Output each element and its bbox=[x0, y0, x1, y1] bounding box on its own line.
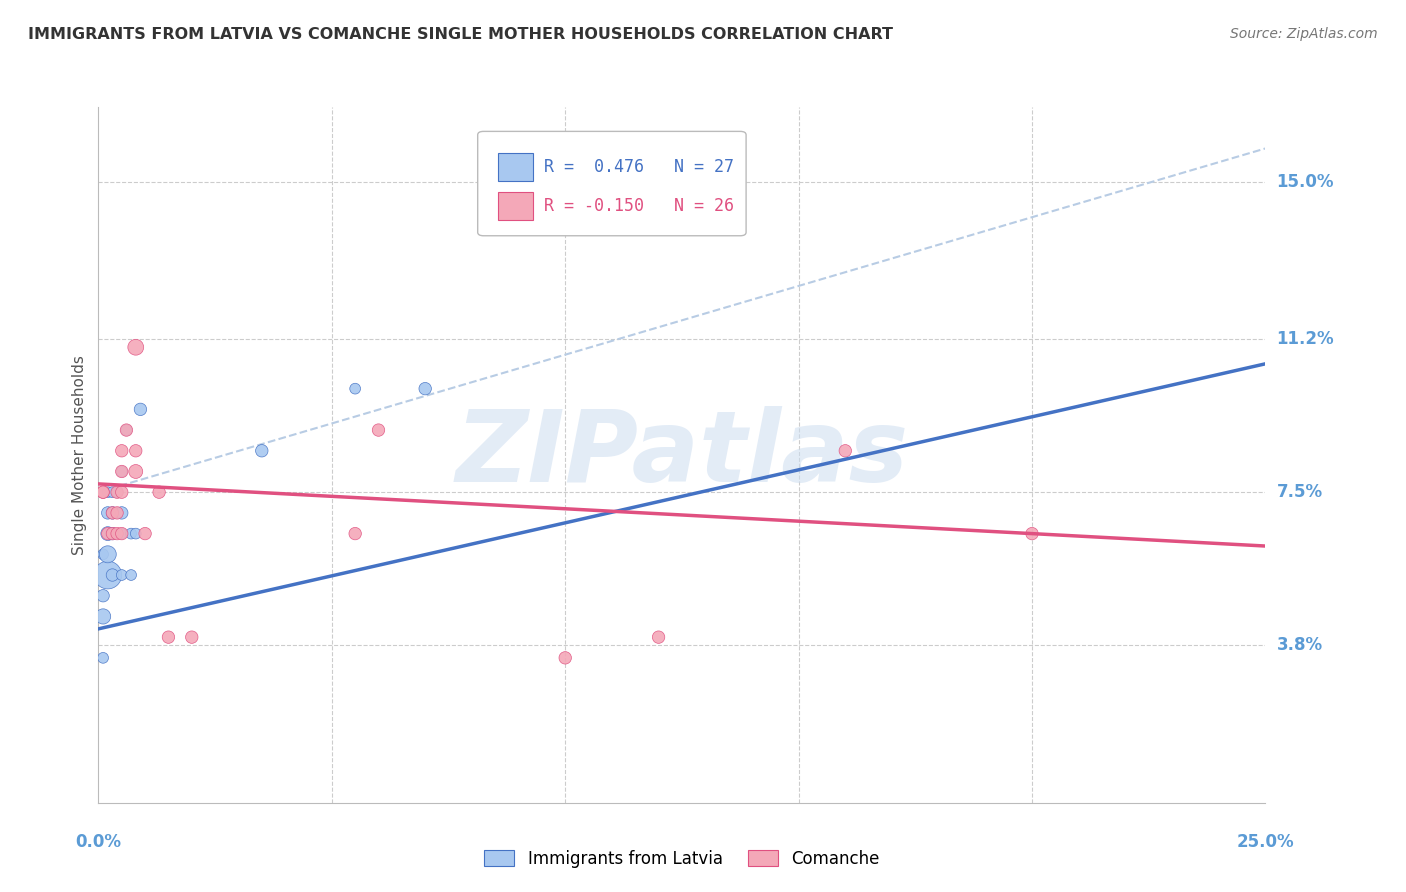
Point bbox=[91, 485, 114, 500]
Point bbox=[105, 506, 128, 520]
Point bbox=[111, 506, 134, 520]
Point bbox=[101, 506, 124, 520]
Point bbox=[91, 589, 114, 603]
Point bbox=[111, 443, 134, 458]
Point bbox=[91, 547, 114, 561]
Point bbox=[134, 526, 156, 541]
Point bbox=[115, 423, 138, 437]
Point bbox=[125, 526, 148, 541]
Point bbox=[101, 568, 124, 582]
Point bbox=[111, 465, 134, 479]
Point bbox=[250, 443, 273, 458]
Point bbox=[111, 526, 134, 541]
Point bbox=[125, 443, 148, 458]
Point bbox=[647, 630, 669, 644]
Point bbox=[120, 526, 142, 541]
Point bbox=[111, 568, 134, 582]
Point bbox=[120, 568, 142, 582]
Point bbox=[101, 506, 124, 520]
Point bbox=[111, 485, 134, 500]
Point bbox=[344, 382, 367, 396]
Point bbox=[97, 547, 120, 561]
Point bbox=[367, 423, 389, 437]
Text: R =  0.476   N = 27: R = 0.476 N = 27 bbox=[544, 158, 734, 176]
Point bbox=[91, 651, 114, 665]
Point bbox=[157, 630, 180, 644]
Text: 25.0%: 25.0% bbox=[1237, 833, 1294, 851]
Text: 15.0%: 15.0% bbox=[1277, 172, 1334, 191]
Text: IMMIGRANTS FROM LATVIA VS COMANCHE SINGLE MOTHER HOUSEHOLDS CORRELATION CHART: IMMIGRANTS FROM LATVIA VS COMANCHE SINGL… bbox=[28, 27, 893, 42]
Text: ZIPatlas: ZIPatlas bbox=[456, 407, 908, 503]
Point bbox=[125, 465, 148, 479]
Point bbox=[148, 485, 170, 500]
Point bbox=[101, 485, 124, 500]
Point bbox=[101, 526, 124, 541]
Text: R = -0.150   N = 26: R = -0.150 N = 26 bbox=[544, 197, 734, 215]
Point bbox=[111, 526, 134, 541]
Point bbox=[105, 485, 128, 500]
Point bbox=[115, 423, 138, 437]
Point bbox=[554, 651, 576, 665]
Point bbox=[97, 526, 120, 541]
Point bbox=[344, 526, 367, 541]
Point bbox=[125, 340, 148, 354]
Point bbox=[97, 506, 120, 520]
FancyBboxPatch shape bbox=[478, 131, 747, 235]
Text: 3.8%: 3.8% bbox=[1277, 636, 1323, 655]
Text: 11.2%: 11.2% bbox=[1277, 330, 1334, 348]
Legend: Immigrants from Latvia, Comanche: Immigrants from Latvia, Comanche bbox=[478, 843, 886, 874]
FancyBboxPatch shape bbox=[498, 153, 533, 181]
FancyBboxPatch shape bbox=[498, 192, 533, 219]
Point bbox=[105, 526, 128, 541]
Point bbox=[91, 609, 114, 624]
Text: Source: ZipAtlas.com: Source: ZipAtlas.com bbox=[1230, 27, 1378, 41]
Text: 0.0%: 0.0% bbox=[76, 833, 121, 851]
Point bbox=[97, 485, 120, 500]
Point bbox=[105, 485, 128, 500]
Point bbox=[413, 382, 436, 396]
Point bbox=[1021, 526, 1043, 541]
Y-axis label: Single Mother Households: Single Mother Households bbox=[72, 355, 87, 555]
Text: 7.5%: 7.5% bbox=[1277, 483, 1323, 501]
Point bbox=[111, 465, 134, 479]
Point bbox=[97, 526, 120, 541]
Point bbox=[180, 630, 202, 644]
Point bbox=[105, 506, 128, 520]
Point bbox=[97, 568, 120, 582]
Point bbox=[91, 485, 114, 500]
Point bbox=[834, 443, 856, 458]
Point bbox=[129, 402, 152, 417]
Point bbox=[101, 526, 124, 541]
